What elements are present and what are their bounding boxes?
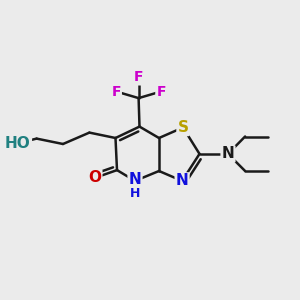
- Text: F: F: [156, 85, 166, 98]
- Text: N: N: [176, 173, 188, 188]
- Text: F: F: [134, 70, 143, 84]
- Text: O: O: [88, 170, 101, 185]
- Text: N: N: [129, 172, 141, 187]
- Text: F: F: [111, 85, 121, 98]
- Text: S: S: [178, 120, 188, 135]
- Text: H: H: [130, 187, 140, 200]
- Text: N: N: [222, 146, 234, 161]
- Text: HO: HO: [5, 136, 31, 152]
